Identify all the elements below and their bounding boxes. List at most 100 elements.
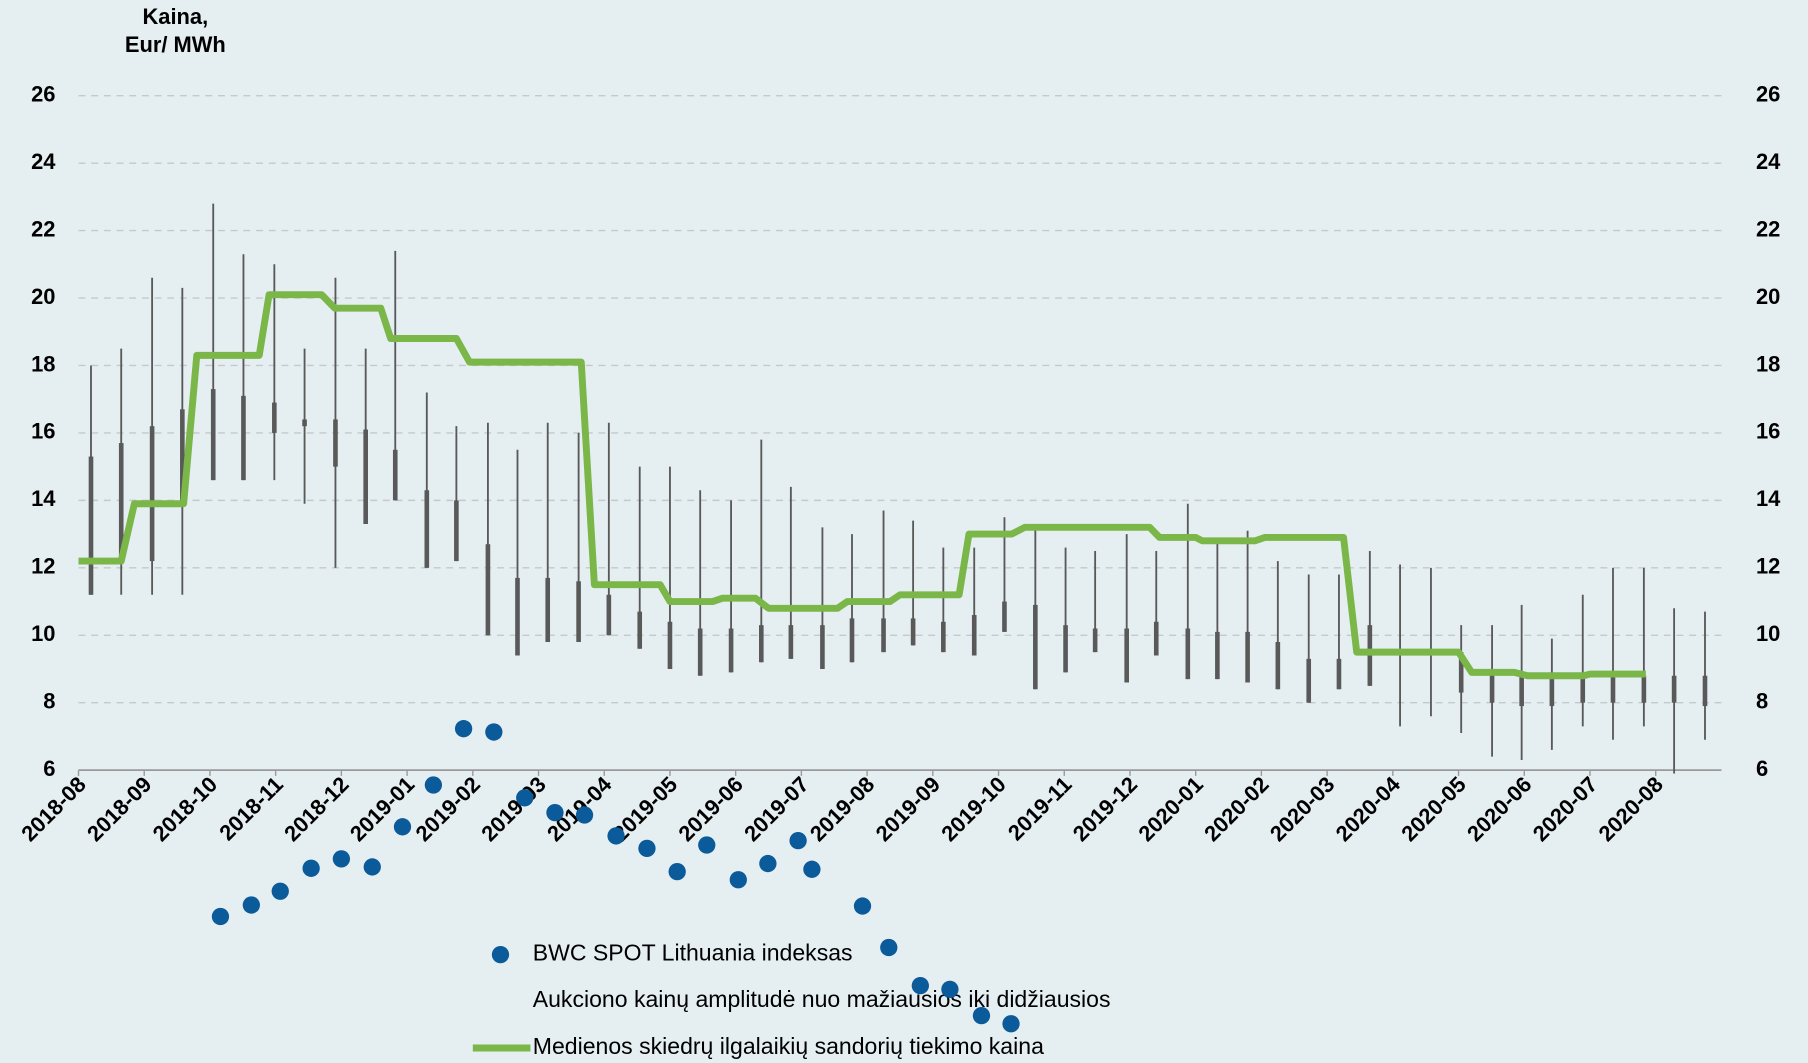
range-box [1306,658,1312,703]
range-box [1002,601,1007,632]
y2-tick-label: 18 [1756,351,1780,376]
spot-dot [880,938,898,957]
spot-dot [1002,1015,1020,1033]
range-box [1671,675,1677,703]
range-box [788,625,794,659]
range-box [1489,668,1495,703]
range-box [667,621,673,669]
y-axis-label: Eur/ MWh [125,32,226,57]
range-box [272,402,277,433]
y-tick-label: 26 [31,81,55,106]
range-box [88,456,94,595]
spot-dot [332,850,351,868]
spot-dot [972,1007,991,1025]
y-tick-label: 6 [43,756,55,781]
y-tick-label: 16 [31,419,55,444]
y2-tick-label: 6 [1756,756,1768,781]
range-box [606,594,612,636]
spot-dot [729,871,747,889]
range-box [210,389,216,481]
spot-dot [941,980,959,999]
spot-dot [638,839,656,858]
range-box [180,409,185,504]
spot-dot [698,836,716,854]
range-box [454,500,459,562]
y2-tick-label: 24 [1756,149,1781,174]
range-box [241,395,246,481]
range-box [1153,621,1159,656]
y2-tick-label: 22 [1756,216,1780,241]
range-box [576,581,581,643]
range-box [1245,631,1250,683]
spot-dot [575,806,594,824]
range-box [1610,675,1616,703]
spot-dot [759,854,777,873]
y-tick-label: 18 [31,351,55,376]
y-tick-label: 20 [31,284,55,309]
spot-dot [363,858,381,876]
y-tick-label: 14 [31,486,56,511]
spot-dot [789,831,807,850]
range-box [910,618,916,646]
range-box [941,621,946,653]
spot-dot [242,896,260,914]
range-box [515,577,520,656]
y2-tick-label: 14 [1756,486,1781,511]
range-box [1185,628,1191,680]
y-tick-label: 24 [31,149,56,174]
range-box [1215,631,1220,680]
range-box [302,419,307,427]
spot-dot [393,818,412,836]
legend-label: BWC SPOT Lithuania indeksas [533,940,853,966]
range-box [424,490,430,568]
y-axis-label: Kaina, [142,4,208,29]
range-box [1275,642,1281,690]
spot-dot [516,789,534,807]
y-tick-label: 12 [31,554,55,579]
y-tick-label: 10 [31,621,55,646]
range-box [971,615,977,656]
range-box [392,449,398,501]
range-box [1580,675,1586,703]
range-box [118,443,124,562]
spot-dot [211,907,230,926]
spot-dot [911,977,929,995]
spot-dot [853,897,872,915]
spot-dot [546,804,564,822]
range-box [1458,652,1464,693]
y-tick-label: 22 [31,216,55,241]
y2-tick-label: 10 [1756,621,1780,646]
range-box [728,628,734,673]
spot-dot [302,859,320,877]
range-box [1033,604,1038,690]
range-box [1702,675,1708,707]
spot-dot [454,720,473,738]
range-box [1063,625,1068,673]
range-box [758,625,764,663]
range-box [333,419,338,467]
range-box [820,625,825,669]
range-box [1549,672,1555,707]
spot-dot [424,776,443,794]
y-tick-label: 8 [43,688,55,713]
spot-dot [485,723,503,741]
spot-dot [668,863,686,881]
legend-label: Medienos skiedrų ilgalaikių sandorių tie… [533,1033,1044,1059]
y2-tick-label: 16 [1756,419,1780,444]
range-box [697,628,703,676]
range-box [485,544,491,636]
range-box [1519,672,1524,707]
legend-symbol [491,945,510,964]
spot-dot [271,882,289,900]
range-box [1092,628,1098,653]
range-box [1641,675,1647,703]
spot-dot [607,827,625,845]
y2-tick-label: 26 [1756,81,1780,106]
range-box [1124,628,1129,683]
spot-dot [803,860,821,878]
y2-tick-label: 12 [1756,554,1780,579]
y2-tick-label: 20 [1756,284,1780,309]
